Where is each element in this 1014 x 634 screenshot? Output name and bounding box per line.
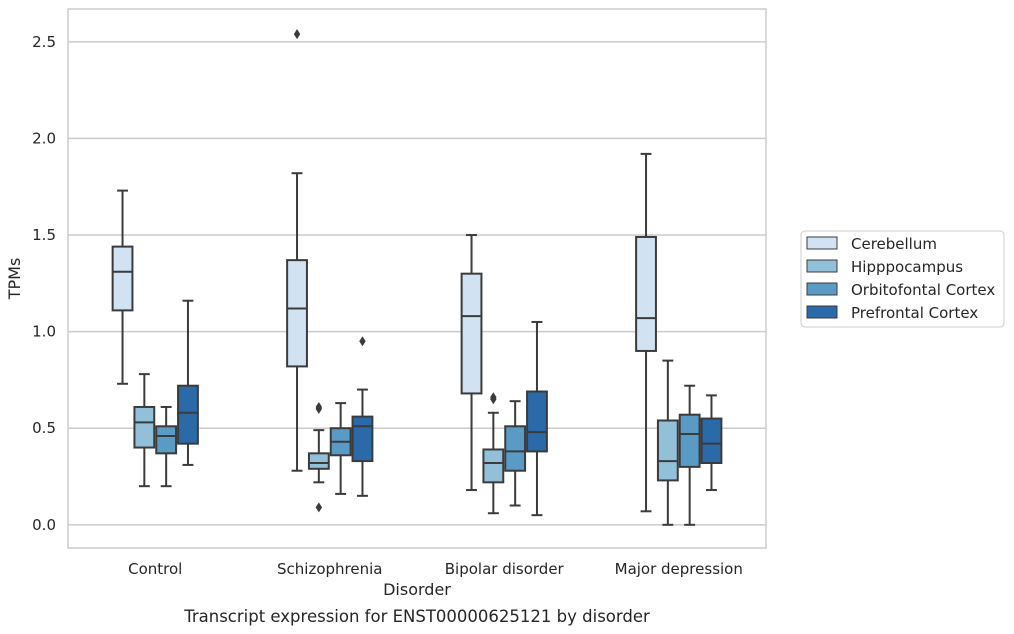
legend-label: Hipppocampus bbox=[851, 258, 963, 276]
box-group bbox=[155, 405, 178, 488]
box-group bbox=[635, 152, 657, 513]
plot-frame bbox=[67, 8, 767, 549]
boxes bbox=[111, 29, 723, 526]
y-tick-label: 1.5 bbox=[32, 226, 56, 244]
box-group bbox=[482, 392, 505, 515]
box-group bbox=[504, 400, 527, 507]
box-iqr bbox=[482, 448, 505, 484]
box-iqr bbox=[111, 245, 134, 312]
legend-label: Cerebellum bbox=[851, 235, 937, 253]
box-group bbox=[351, 336, 374, 497]
box-iqr bbox=[700, 417, 723, 464]
legend-swatch bbox=[806, 236, 838, 250]
y-axis-title: TPMs bbox=[5, 258, 24, 301]
outlier-point bbox=[315, 502, 323, 513]
box-iqr bbox=[460, 272, 483, 395]
legend-swatch bbox=[806, 259, 838, 273]
box-group bbox=[678, 384, 701, 526]
outlier-point bbox=[490, 394, 497, 405]
x-axis-ticks: Control Schizophrenia Bipolar disorder Majo… bbox=[128, 560, 743, 578]
outlier-point bbox=[359, 336, 366, 347]
y-tick-label: 0.0 bbox=[32, 516, 56, 534]
box-iqr bbox=[678, 413, 701, 468]
legend-label: Prefrontal Cortex bbox=[851, 304, 978, 322]
box-iqr bbox=[177, 384, 199, 445]
box-iqr bbox=[351, 415, 374, 463]
box-group bbox=[460, 234, 483, 492]
box-iqr bbox=[526, 390, 548, 453]
box-group bbox=[286, 29, 308, 472]
y-tick-label: 2.5 bbox=[32, 33, 56, 51]
box-group bbox=[700, 394, 723, 492]
box-iqr bbox=[155, 425, 178, 455]
box-group bbox=[307, 401, 330, 513]
y-tick-label: 0.5 bbox=[32, 419, 56, 437]
chart-caption: Transcript expression for ENST0000062512… bbox=[183, 607, 650, 626]
x-tick-label: Control bbox=[128, 560, 182, 578]
outlier-point bbox=[293, 29, 301, 40]
box-group bbox=[329, 402, 352, 495]
box-iqr bbox=[307, 452, 330, 470]
box-group bbox=[177, 299, 199, 466]
outlier-point bbox=[315, 403, 323, 414]
x-tick-label: Bipolar disorder bbox=[445, 560, 565, 578]
legend-swatch bbox=[806, 305, 838, 319]
x-tick-label: Major depression bbox=[615, 560, 743, 578]
y-tick-label: 2.0 bbox=[32, 129, 56, 147]
box-iqr bbox=[504, 425, 527, 472]
x-tick-label: Schizophrenia bbox=[277, 560, 382, 578]
legend-label: Orbitofontal Cortex bbox=[851, 281, 995, 299]
box-group bbox=[133, 373, 156, 488]
box-iqr bbox=[656, 419, 679, 482]
x-axis-title: Disorder bbox=[383, 580, 451, 599]
box-iqr bbox=[635, 235, 657, 352]
legend: Cerebellum Hipppocampus Orbitofontal Corte… bbox=[800, 230, 1005, 328]
box-group bbox=[656, 359, 679, 526]
y-tick-label: 1.0 bbox=[32, 323, 56, 341]
box-group bbox=[111, 189, 134, 385]
legend-frame bbox=[800, 230, 1005, 328]
box-group bbox=[526, 320, 548, 517]
box-iqr bbox=[286, 259, 308, 368]
box-iqr bbox=[133, 405, 156, 449]
legend-swatch bbox=[806, 282, 838, 296]
y-axis-ticks: 0.0 0.5 1.0 1.5 2.0 2.5 bbox=[32, 33, 56, 534]
